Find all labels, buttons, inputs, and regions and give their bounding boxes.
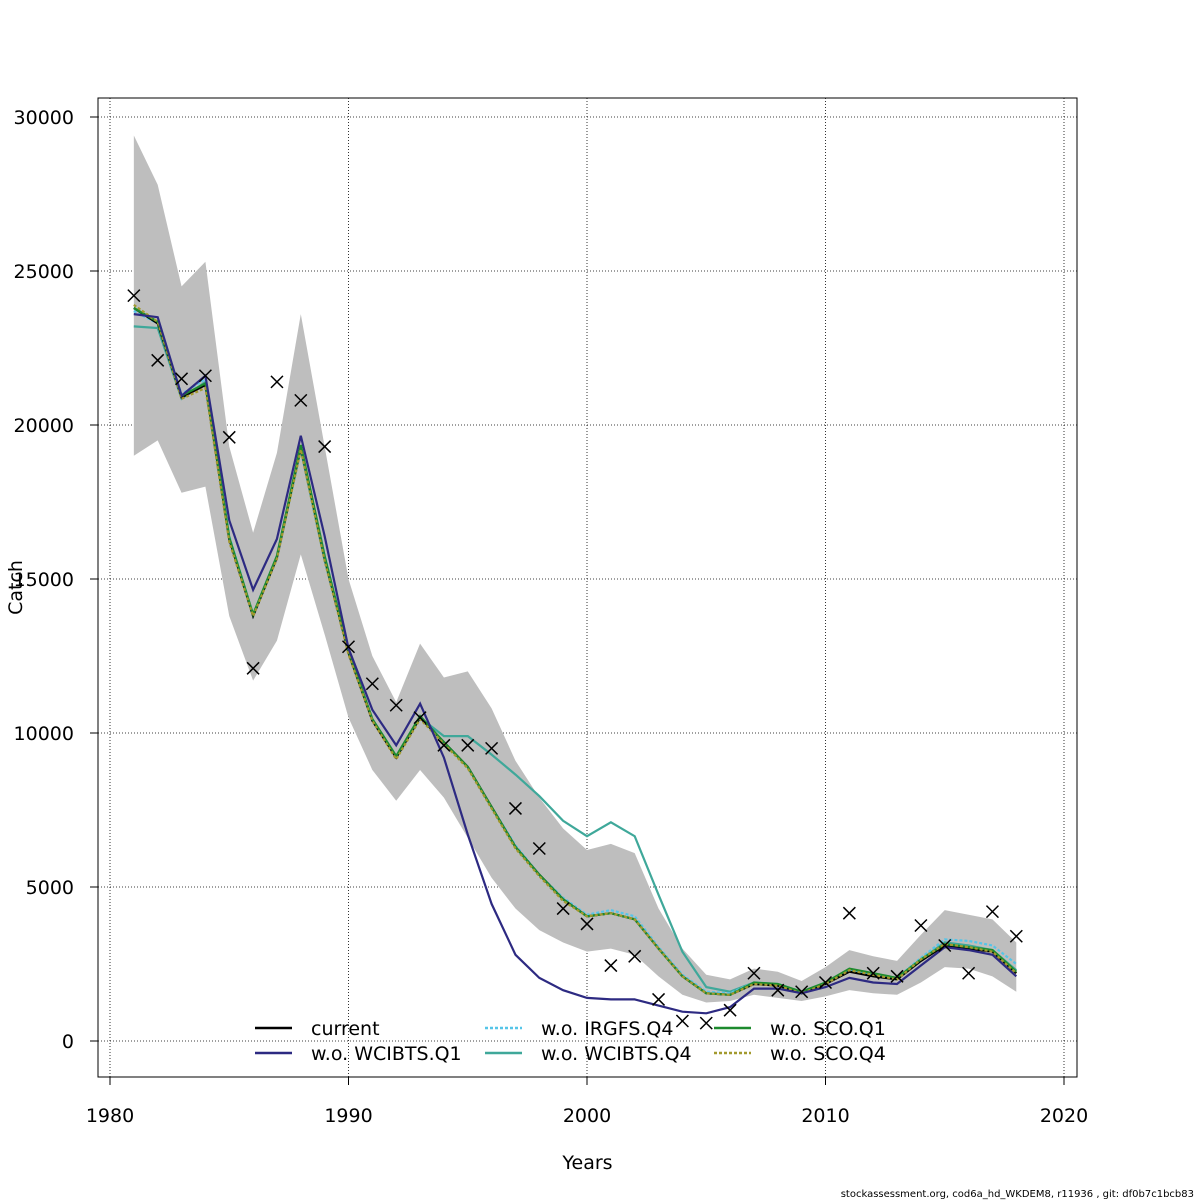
observation-point-15 <box>485 741 499 755</box>
confidence-band <box>133 135 1017 1003</box>
observation-point-34 <box>938 938 952 953</box>
observation-point-7 <box>294 393 308 407</box>
observation-point-10 <box>365 677 379 691</box>
observation-point-3 <box>198 369 212 383</box>
legend-label-2: w.o. IRGFS.Q4 <box>541 1018 673 1040</box>
legend-label-4: w.o. SCO.Q1 <box>770 1018 886 1040</box>
y-axis-title: Catch <box>5 560 27 615</box>
observation-point-17 <box>532 841 546 856</box>
x-tick-label-3: 2010 <box>801 1105 849 1127</box>
observation-point-20 <box>604 959 618 973</box>
observation-point-1 <box>151 353 165 367</box>
observation-point-32 <box>890 969 904 983</box>
observation-point-31 <box>866 966 880 980</box>
observation-point-36 <box>985 905 999 919</box>
y-tick-label-0: 0 <box>62 1031 74 1053</box>
observation-point-8 <box>318 440 332 454</box>
x-axis-title: Years <box>561 1152 612 1174</box>
observation-point-28 <box>795 985 809 999</box>
footer-credit: stockassessment.org, cod6a_hd_WKDEM8, r1… <box>841 1189 1194 1200</box>
x-tick-label-1: 1990 <box>324 1105 372 1127</box>
observation-point-21 <box>628 949 642 963</box>
observation-point-16 <box>508 801 522 815</box>
y-tick-label-2: 10000 <box>14 723 74 745</box>
y-axis: 0 5000 10000 15000 20000 25000 30000 <box>14 107 99 1053</box>
x-tick-label-0: 1980 <box>86 1105 134 1127</box>
observation-point-26 <box>747 966 761 980</box>
observation-point-25 <box>723 1003 737 1017</box>
observation-point-29 <box>818 975 833 990</box>
observation-point-19 <box>580 917 594 931</box>
observation-point-22 <box>652 992 666 1006</box>
observation-point-23 <box>675 1014 689 1028</box>
observation-point-2 <box>175 372 189 386</box>
x-axis: 1980 1990 2000 2010 2020 <box>86 1076 1088 1127</box>
observation-point-11 <box>389 698 403 712</box>
legend-label-3: w.o. WCIBTS.Q4 <box>541 1043 692 1065</box>
y-tick-label-3: 15000 <box>14 569 74 591</box>
observation-point-0 <box>127 289 141 303</box>
observation-point-4 <box>222 430 236 444</box>
observation-point-30 <box>842 906 856 920</box>
y-tick-label-6: 30000 <box>14 107 74 129</box>
y-tick-label-5: 25000 <box>14 261 74 283</box>
x-tick-label-2: 2000 <box>563 1105 611 1127</box>
legend-label-1: w.o. WCIBTS.Q1 <box>311 1043 462 1065</box>
observation-point-9 <box>341 640 356 654</box>
observation-point-24 <box>699 1016 713 1030</box>
series-lines <box>133 304 1018 1015</box>
observation-markers <box>127 289 1023 1030</box>
y-tick-label-4: 20000 <box>14 415 74 437</box>
confidence-band-area <box>133 135 1017 1003</box>
observation-point-6 <box>270 375 284 389</box>
observation-point-13 <box>437 738 451 752</box>
legend-label-5: w.o. SCO.Q4 <box>770 1043 886 1065</box>
x-tick-label-4: 2020 <box>1040 1105 1088 1127</box>
legend: current w.o. WCIBTS.Q1 w.o. IRGFS.Q4 w.o. W… <box>255 1018 886 1065</box>
y-tick-label-1: 5000 <box>26 877 74 899</box>
observation-point-27 <box>771 983 785 997</box>
observation-point-33 <box>914 918 928 933</box>
series-line-5 <box>133 304 1018 996</box>
series-line-1 <box>133 313 1018 1015</box>
legend-label-0: current <box>311 1018 380 1040</box>
observation-point-5 <box>246 661 260 675</box>
observation-point-18 <box>556 902 570 916</box>
observation-point-37 <box>1009 929 1023 943</box>
observation-point-12 <box>413 711 427 725</box>
observation-point-14 <box>461 738 475 752</box>
observation-point-35 <box>962 966 976 980</box>
